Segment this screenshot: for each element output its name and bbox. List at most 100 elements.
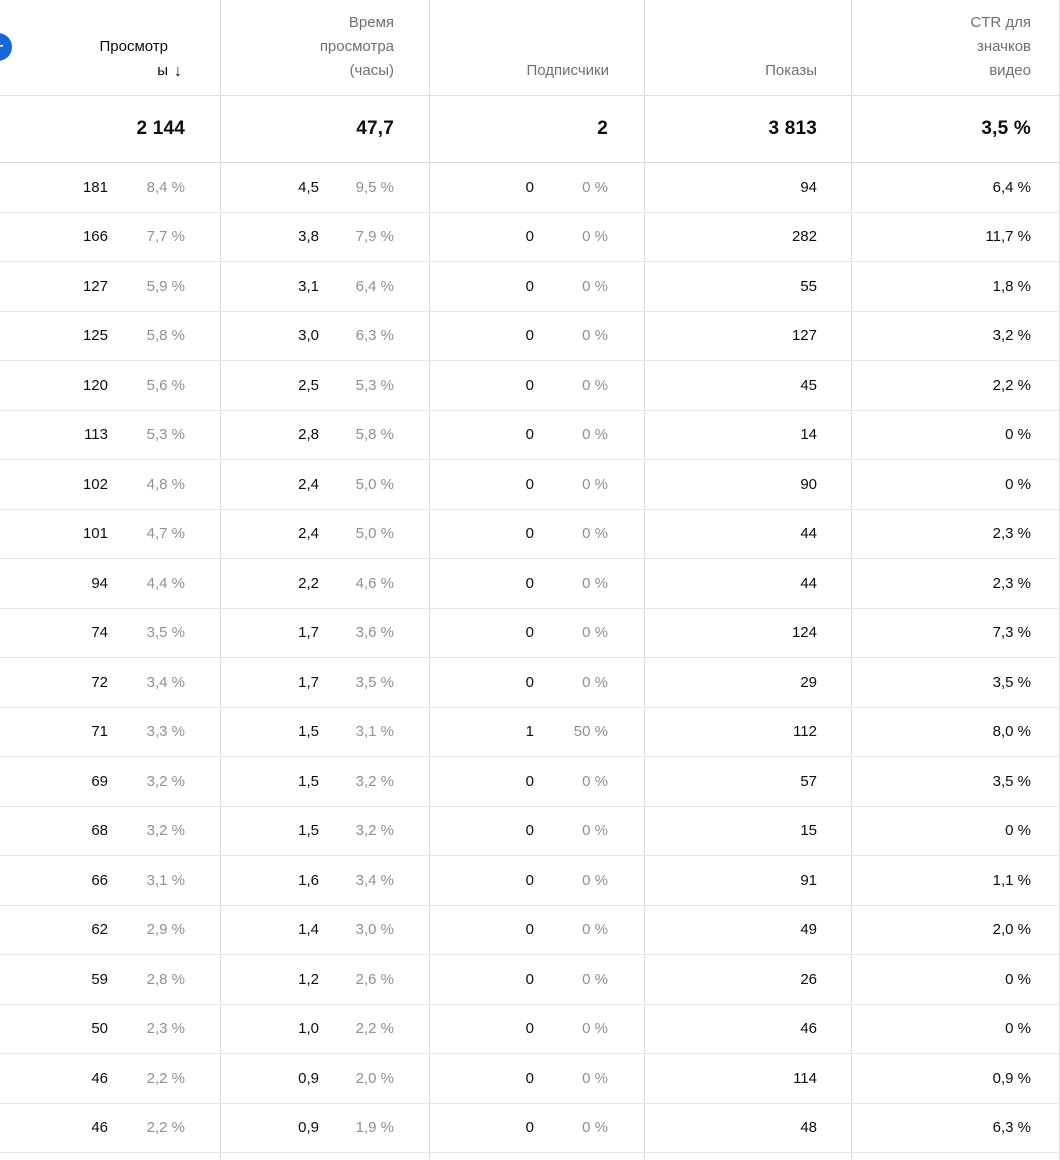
subscribers-cell: 0 0 % bbox=[430, 658, 645, 707]
table-row[interactable]: 46 2,2 % 0,9 1,9 % 0 0 % 48 6,3 % bbox=[0, 1103, 1060, 1153]
views-cell: 166 7,7 % bbox=[0, 212, 221, 261]
subscribers-percent: 0 % bbox=[582, 822, 608, 840]
watch-time-value: 2,2 bbox=[298, 574, 319, 592]
views-percent: 4,8 % bbox=[146, 475, 185, 493]
table-row[interactable]: 101 4,7 % 2,4 5,0 % 0 0 % 44 2,3 % bbox=[0, 509, 1060, 559]
column-header-watch-time[interactable]: Время просмотра (часы) bbox=[221, 0, 430, 95]
subscribers-cell: 1 50 % bbox=[430, 707, 645, 756]
subscribers-cell: 0 0 % bbox=[430, 856, 645, 905]
watch-time-header-label: Время просмотра (часы) bbox=[319, 14, 394, 79]
watch-time-value: 1,5 bbox=[298, 772, 319, 790]
ctr-value: 0 % bbox=[1005, 970, 1031, 988]
table-row[interactable]: 113 5,3 % 2,8 5,8 % 0 0 % 14 0 % bbox=[0, 410, 1060, 460]
table-row[interactable]: 125 5,8 % 3,0 6,3 % 0 0 % 127 3,2 % bbox=[0, 311, 1060, 361]
subscribers-percent: 0 % bbox=[582, 1020, 608, 1038]
views-percent: 3,4 % bbox=[146, 673, 185, 691]
views-value: 127 bbox=[82, 277, 108, 295]
views-value: 181 bbox=[82, 178, 108, 196]
watch-time-percent: 5,0 % bbox=[355, 475, 394, 493]
column-header-subscribers[interactable]: Подписчики bbox=[430, 0, 645, 95]
table-row[interactable]: 102 4,8 % 2,4 5,0 % 0 0 % 90 0 % bbox=[0, 460, 1060, 510]
views-value: 46 bbox=[91, 1069, 108, 1087]
ctr-value: 6,4 % bbox=[992, 178, 1031, 196]
watch-time-value: 1,2 bbox=[298, 970, 319, 988]
table-row[interactable]: 120 5,6 % 2,5 5,3 % 0 0 % 45 2,2 % bbox=[0, 361, 1060, 411]
ctr-value: 8,0 % bbox=[992, 723, 1031, 741]
watch-time-cell: 1,2 2,6 % bbox=[221, 955, 430, 1004]
subscribers-cell: 0 0 % bbox=[430, 905, 645, 954]
views-cell: 74 3,5 % bbox=[0, 608, 221, 657]
table-row[interactable]: 66 3,1 % 1,6 3,4 % 0 0 % 91 1,1 % bbox=[0, 856, 1060, 906]
subscribers-percent: 0 % bbox=[582, 426, 608, 444]
table-row[interactable]: 46 2,2 % 0,9 2,0 % 0 0 % 114 0,9 % bbox=[0, 1054, 1060, 1104]
impressions-cell: 94 bbox=[645, 163, 852, 212]
plus-icon: + bbox=[0, 36, 4, 57]
ctr-cell: 3,5 % bbox=[852, 658, 1060, 707]
views-cell: 46 2,2 % bbox=[0, 1054, 221, 1103]
subscribers-percent: 0 % bbox=[582, 871, 608, 889]
subscribers-value: 0 bbox=[525, 772, 534, 790]
table-row[interactable]: 94 4,4 % 2,2 4,6 % 0 0 % 44 2,3 % bbox=[0, 559, 1060, 609]
table-row[interactable]: 62 2,9 % 1,4 3,0 % 0 0 % 49 2,0 % bbox=[0, 905, 1060, 955]
subscribers-percent: 0 % bbox=[582, 277, 608, 295]
impressions-cell: 127 bbox=[645, 311, 852, 360]
views-value: 94 bbox=[91, 574, 108, 592]
watch-time-cell: 4,5 9,5 % bbox=[221, 163, 430, 212]
views-value: 50 bbox=[91, 1020, 108, 1038]
table-row[interactable]: 181 8,4 % 4,5 9,5 % 0 0 % 94 6,4 % bbox=[0, 163, 1060, 213]
table-row[interactable]: 72 3,4 % 1,7 3,5 % 0 0 % 29 3,5 % bbox=[0, 658, 1060, 708]
ctr-value: 11,7 % bbox=[985, 228, 1031, 246]
subscribers-value: 0 bbox=[525, 1020, 534, 1038]
table-row[interactable]: 74 3,5 % 1,7 3,6 % 0 0 % 124 7,3 % bbox=[0, 608, 1060, 658]
subscribers-percent: 0 % bbox=[582, 525, 608, 543]
watch-time-cell: 1,4 3,0 % bbox=[221, 905, 430, 954]
table-row[interactable]: 127 5,9 % 3,1 6,4 % 0 0 % 55 1,8 % bbox=[0, 262, 1060, 312]
subscribers-percent: 0 % bbox=[582, 970, 608, 988]
impressions-cell: 55 bbox=[645, 262, 852, 311]
table-row[interactable]: 59 2,8 % 1,2 2,6 % 0 0 % 26 0 % bbox=[0, 955, 1060, 1005]
add-compare-button[interactable]: + bbox=[0, 33, 12, 61]
watch-time-value: 2,8 bbox=[298, 426, 319, 444]
views-percent: 8,4 % bbox=[146, 178, 185, 196]
table-row[interactable]: 50 2,3 % 1,0 2,2 % 0 0 % 46 0 % bbox=[0, 1004, 1060, 1054]
watch-time-value: 1,6 bbox=[298, 871, 319, 889]
ctr-cell: 8,0 % bbox=[852, 707, 1060, 756]
column-header-impressions[interactable]: Показы bbox=[645, 0, 852, 95]
column-header-views[interactable]: Просмотр ы ↓ bbox=[0, 0, 221, 95]
watch-time-cell: 1,6 3,4 % bbox=[221, 856, 430, 905]
watch-time-percent: 3,0 % bbox=[355, 921, 394, 939]
table-row[interactable]: 69 3,2 % 1,5 3,2 % 0 0 % 57 3,5 % bbox=[0, 757, 1060, 807]
subscribers-cell: 0 0 % bbox=[430, 806, 645, 855]
column-header-ctr[interactable]: CTR для значков видео bbox=[852, 0, 1060, 95]
impressions-value: 94 bbox=[800, 178, 817, 196]
views-value: 69 bbox=[91, 772, 108, 790]
watch-time-percent: 4,6 % bbox=[355, 574, 394, 592]
table-row[interactable]: 71 3,3 % 1,5 3,1 % 1 50 % 112 8,0 % bbox=[0, 707, 1060, 757]
watch-time-percent: 7,9 % bbox=[355, 228, 394, 246]
watch-time-value: 0,9 bbox=[298, 1069, 319, 1087]
total-subscribers: 2 bbox=[430, 96, 645, 162]
watch-time-percent: 2,0 % bbox=[355, 1069, 394, 1087]
views-value: 68 bbox=[91, 822, 108, 840]
total-watch-time: 47,7 bbox=[221, 96, 430, 162]
watch-time-value: 1,7 bbox=[298, 673, 319, 691]
impressions-cell: 49 bbox=[645, 905, 852, 954]
ctr-value: 2,2 % bbox=[992, 376, 1031, 394]
watch-time-value: 2,5 bbox=[298, 376, 319, 394]
ctr-cell: 3,2 % bbox=[852, 311, 1060, 360]
ctr-value: 1,1 % bbox=[992, 871, 1031, 889]
subscribers-value: 0 bbox=[525, 277, 534, 295]
impressions-cell: 14 bbox=[645, 410, 852, 459]
views-cell: 125 5,8 % bbox=[0, 311, 221, 360]
watch-time-cell: 1,5 3,2 % bbox=[221, 757, 430, 806]
ctr-value: 1,8 % bbox=[992, 277, 1031, 295]
views-cell: 72 3,4 % bbox=[0, 658, 221, 707]
impressions-value: 55 bbox=[800, 277, 817, 295]
watch-time-value: 1,5 bbox=[298, 822, 319, 840]
subscribers-value: 0 bbox=[525, 1069, 534, 1087]
watch-time-value: 4,5 bbox=[298, 178, 319, 196]
watch-time-value: 1,0 bbox=[298, 1020, 319, 1038]
table-row[interactable]: 68 3,2 % 1,5 3,2 % 0 0 % 15 0 % bbox=[0, 806, 1060, 856]
views-percent: 4,4 % bbox=[146, 574, 185, 592]
table-row[interactable]: 166 7,7 % 3,8 7,9 % 0 0 % 282 11,7 % bbox=[0, 212, 1060, 262]
